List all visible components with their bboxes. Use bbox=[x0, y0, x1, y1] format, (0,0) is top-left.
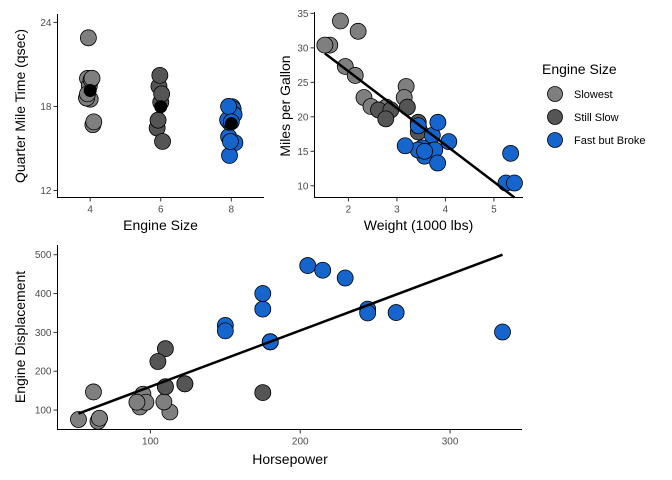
legend-label-fast-but-broke: Fast but Broke bbox=[574, 135, 646, 147]
panel2-point-fast-but-broke bbox=[429, 154, 447, 172]
panel3-point-slowest bbox=[128, 393, 146, 411]
panel1-summary-mean-6 bbox=[154, 100, 168, 114]
panel1-ticks: 12 18 24 4 6 8 bbox=[40, 18, 234, 216]
panel3-point-fast-but-broke bbox=[494, 323, 511, 341]
panel1-x-tick-label-8: 8 bbox=[229, 205, 235, 216]
panel3-point-fast-but-broke bbox=[254, 285, 272, 302]
panel3-point-slowest bbox=[85, 383, 102, 401]
panel1-y-tick-label-18: 18 bbox=[40, 102, 52, 113]
panel3-y-tick-label-400: 400 bbox=[35, 289, 52, 300]
panel2-points bbox=[316, 12, 523, 192]
panel2-y-tick-label-30: 30 bbox=[297, 43, 309, 54]
panel2-point-fast-but-broke bbox=[502, 144, 520, 162]
panel2-point-fast-but-broke bbox=[396, 137, 414, 155]
panel3-point-still-slow bbox=[254, 384, 272, 402]
panel3-x-tick-label-200: 200 bbox=[292, 437, 309, 448]
panel3-point-slowest bbox=[91, 409, 108, 427]
panel3-ticks: 100 200 300 400 500 100 200 300 bbox=[35, 250, 459, 447]
panel1-x-tick-label-4: 4 bbox=[87, 205, 93, 216]
panel-displacement-by-horsepower: 100 200 300 400 500 100 200 300 Horsepower Engi… bbox=[12, 245, 522, 467]
panel2-point-slowest bbox=[316, 36, 334, 54]
panel1-point-still-slow bbox=[154, 133, 171, 150]
panel2-x-tick-label-3: 3 bbox=[394, 205, 400, 216]
panel3-point-still-slow bbox=[156, 340, 174, 358]
panel3-point-fast-but-broke bbox=[314, 261, 332, 279]
panel1-point-fast-but-broke bbox=[221, 147, 238, 164]
panel3-point-fast-but-broke bbox=[299, 257, 317, 274]
panel2-y-tick-label-15: 15 bbox=[297, 147, 309, 158]
legend-item-still-slow: Still Slow bbox=[547, 109, 619, 125]
panel1-point-slowest bbox=[85, 113, 103, 131]
panel2-y-tick-label-20: 20 bbox=[297, 112, 309, 123]
panel3-point-fast-but-broke bbox=[254, 300, 272, 318]
panel1-point-still-slow bbox=[149, 111, 167, 129]
panel1-point-slowest bbox=[83, 69, 101, 87]
panel3-point-still-slow bbox=[149, 353, 167, 370]
panel3-point-fast-but-broke bbox=[216, 322, 234, 340]
legend-item-slowest: Slowest bbox=[547, 86, 613, 102]
panel1-point-still-slow bbox=[151, 66, 169, 84]
panel1-summary-mean-8 bbox=[224, 117, 238, 131]
panel2-point-slowest bbox=[332, 12, 349, 30]
legend-key-fast-but-broke bbox=[547, 132, 563, 148]
panel1-x-tick-label-6: 6 bbox=[158, 205, 164, 216]
panel3-x-tick-label-100: 100 bbox=[142, 437, 159, 448]
panel3-point-slowest bbox=[155, 393, 173, 411]
panel2-x-tick-label-5: 5 bbox=[491, 205, 497, 216]
panel2-x-tick-label-4: 4 bbox=[443, 205, 449, 216]
panel3-x-axis-title: Horsepower bbox=[252, 451, 328, 467]
panel3-y-tick-label-500: 500 bbox=[35, 250, 52, 261]
panel2-point-fast-but-broke bbox=[429, 113, 447, 131]
panel2-x-axis-title: Weight (1000 lbs) bbox=[364, 217, 473, 233]
legend-key-still-slow bbox=[547, 109, 563, 125]
panel1-point-slowest bbox=[79, 29, 97, 47]
panel1-x-axis-title: Engine Size bbox=[123, 217, 198, 233]
panel2-point-slowest bbox=[349, 22, 367, 40]
legend-title: Engine Size bbox=[542, 61, 617, 77]
panel1-points bbox=[78, 29, 244, 164]
panel3-point-fast-but-broke bbox=[387, 304, 405, 321]
panel1-y-tick-label-12: 12 bbox=[40, 186, 52, 197]
panel2-point-fast-but-broke bbox=[506, 174, 523, 192]
panel3-point-fast-but-broke bbox=[336, 269, 354, 287]
panel1-y-axis-title: Quarter Mile Time (qsec) bbox=[12, 29, 28, 183]
panel3-y-axis-title: Engine Displacement bbox=[12, 271, 28, 403]
legend-item-fast-but-broke: Fast but Broke bbox=[547, 132, 646, 148]
panel2-y-tick-label-25: 25 bbox=[297, 78, 309, 89]
panel1-summary-mean-4 bbox=[83, 83, 97, 97]
panel2-y-tick-label-10: 10 bbox=[297, 181, 309, 192]
panel2-y-tick-label-35: 35 bbox=[297, 9, 309, 20]
panel2-ticks: 10 15 20 25 30 35 2 3 4 5 bbox=[297, 9, 497, 216]
panel-qsec-by-engine-size: 12 18 24 4 6 8 Engine Size Quarter Mile Time … bbox=[12, 14, 264, 233]
panel1-point-fast-but-broke bbox=[222, 133, 239, 150]
panel2-x-tick-label-2: 2 bbox=[346, 205, 352, 216]
panel3-y-tick-label-200: 200 bbox=[35, 367, 52, 378]
panel-mpg-by-weight: 10 15 20 25 30 35 2 3 4 5 Weight (1000 lbs) Miles… bbox=[277, 9, 523, 233]
panel3-x-tick-label-300: 300 bbox=[442, 437, 459, 448]
legend: Engine Size Slowest Still Slow Fast but … bbox=[542, 61, 646, 148]
panel1-point-still-slow bbox=[153, 85, 171, 103]
panel2-fit-line bbox=[324, 52, 516, 199]
panel1-y-tick-label-24: 24 bbox=[40, 18, 52, 29]
panel3-points bbox=[70, 257, 511, 430]
panel3-point-slowest bbox=[70, 411, 87, 428]
legend-label-still-slow: Still Slow bbox=[574, 112, 619, 124]
legend-label-slowest: Slowest bbox=[574, 89, 613, 101]
panel2-point-fast-but-broke bbox=[416, 142, 433, 160]
panel3-y-tick-label-100: 100 bbox=[35, 406, 52, 417]
panel3-y-tick-label-300: 300 bbox=[35, 328, 52, 339]
panel1-point-fast-but-broke bbox=[220, 98, 238, 115]
panel3-fit-line bbox=[78, 253, 503, 415]
panel2-y-axis-title: Miles per Gallon bbox=[277, 55, 293, 156]
panel2-point-still-slow bbox=[377, 110, 395, 128]
panel3-point-still-slow bbox=[176, 375, 194, 393]
legend-key-slowest bbox=[547, 86, 563, 102]
